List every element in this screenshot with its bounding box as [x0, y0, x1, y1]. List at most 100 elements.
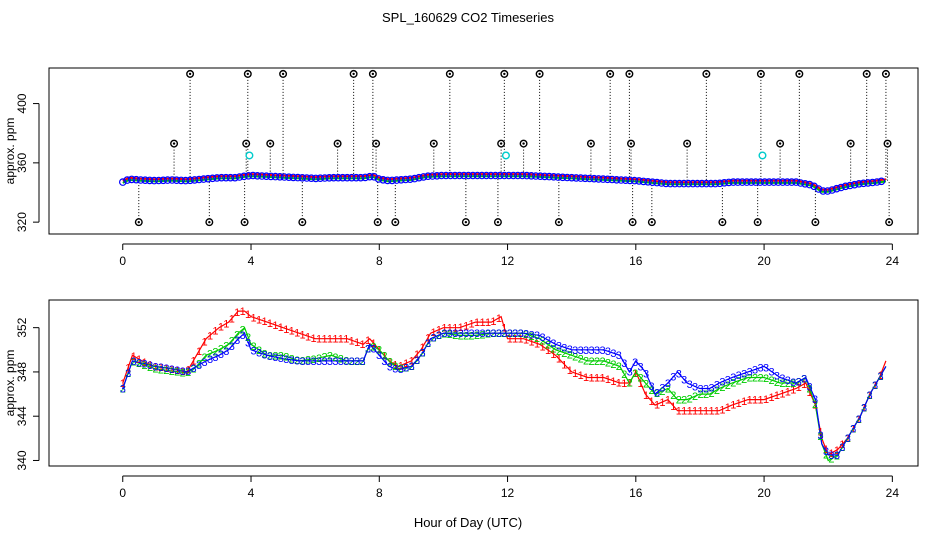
data-point: [451, 171, 459, 180]
series-marker-1: 1: [758, 395, 764, 407]
series-marker-3: 3: [158, 362, 164, 374]
series-marker-3: 3: [272, 352, 278, 364]
data-point: [136, 176, 145, 184]
series-marker-2: 2: [839, 442, 845, 454]
series-marker-3: 3: [545, 335, 551, 347]
series-marker-3: 3: [251, 346, 257, 358]
series-marker-2: 2: [136, 358, 142, 370]
series-marker-1: 1: [779, 388, 785, 400]
series-marker-1: 1: [850, 423, 856, 435]
series-marker-2: 2: [665, 384, 671, 396]
series-marker-1: 1: [512, 334, 518, 346]
series-marker-2: 2: [539, 336, 545, 348]
series-marker-2: 2: [796, 377, 802, 389]
series-marker-2: 2: [196, 358, 202, 370]
chart-title: SPL_160629 CO2 Timeseries: [382, 10, 554, 25]
series-marker-1: 1: [251, 313, 257, 325]
data-point: [639, 177, 648, 186]
series-marker-3: 3: [163, 363, 169, 375]
series-marker-1: 1: [420, 342, 426, 354]
outlier-point-center: [374, 142, 378, 145]
data-point: [733, 178, 742, 186]
series-marker-2: 2: [409, 361, 415, 373]
series-marker-3: 3: [349, 356, 355, 368]
data-point: [689, 179, 697, 188]
data-point: [181, 176, 190, 185]
series-marker-3: 3: [768, 367, 774, 379]
data-point: [433, 172, 441, 180]
series-marker-3: 3: [507, 328, 513, 340]
series-marker-1: 1: [349, 335, 355, 347]
x-tick-label: 16: [629, 486, 643, 500]
series-marker-2: 2: [714, 385, 720, 397]
series-marker-1: 1: [430, 327, 436, 339]
series-marker-3: 3: [708, 382, 714, 394]
data-point: [473, 171, 482, 180]
series-marker-2: 2: [403, 362, 409, 374]
outlier-point-center: [352, 72, 355, 76]
series-marker-1: 1: [725, 402, 731, 414]
series-marker-3: 3: [136, 357, 142, 369]
data-point: [554, 173, 563, 181]
series-marker-1: 1: [752, 395, 758, 407]
outlier-point-center: [886, 142, 889, 145]
outlier-point-center: [650, 220, 654, 224]
data-point: [496, 171, 504, 180]
series-marker-1: 1: [681, 406, 687, 418]
data-point: [536, 172, 545, 181]
series-marker-3: 3: [174, 365, 180, 377]
series-marker-2: 2: [850, 423, 856, 435]
outlier-point-center: [629, 142, 633, 145]
series-marker-1: 1: [398, 360, 404, 372]
outlier-point-center: [557, 220, 561, 224]
outlier-point-center: [865, 72, 868, 76]
series-marker-2: 2: [125, 368, 131, 380]
series-marker-2: 2: [556, 346, 562, 358]
series-marker-2: 2: [152, 364, 158, 376]
series-marker-3: 3: [681, 375, 687, 387]
data-point: [276, 173, 284, 181]
data-point: [374, 175, 383, 183]
series-marker-3: 3: [539, 332, 545, 344]
outlier-point-center: [243, 220, 246, 224]
series-marker-1: 1: [316, 334, 322, 346]
data-point: [311, 174, 320, 183]
series-marker-2: 2: [763, 373, 769, 385]
outlier-point-center: [336, 142, 339, 145]
series-marker-3: 3: [828, 450, 834, 462]
data-point: [801, 180, 809, 188]
data-point: [235, 173, 244, 181]
series-marker-3: 3: [790, 377, 796, 389]
outlier-point-center: [705, 72, 708, 76]
data-point: [805, 180, 814, 189]
data-point: [617, 176, 625, 184]
series-marker-3: 3: [201, 357, 207, 369]
series-marker-3: 3: [142, 359, 148, 371]
x-tick-label: 4: [248, 254, 255, 268]
series-marker-3: 3: [310, 356, 316, 368]
series-marker-2: 2: [289, 353, 295, 365]
series-marker-2: 2: [616, 361, 622, 373]
series-marker-1: 1: [790, 385, 796, 397]
data-point: [253, 172, 262, 180]
series-marker-3: 3: [120, 384, 126, 396]
y-tick-label: 344: [15, 406, 29, 426]
data-point: [868, 178, 877, 187]
data-point: [123, 176, 132, 184]
data-point: [410, 174, 419, 183]
y-axis-label: approx. ppm: [3, 118, 17, 185]
data-point: [379, 176, 387, 184]
data-point: [796, 179, 805, 187]
data-point: [765, 178, 774, 186]
data-point: [406, 175, 414, 184]
series-marker-1: 1: [125, 362, 131, 374]
series-marker-2: 2: [376, 345, 382, 357]
data-point: [186, 176, 194, 185]
data-point: [873, 178, 881, 186]
series-marker-2: 2: [142, 360, 148, 372]
series-marker-3: 3: [632, 357, 638, 369]
data-point: [302, 174, 311, 182]
series-marker-3: 3: [403, 363, 409, 375]
series-marker-2: 2: [283, 351, 289, 363]
series-marker-1: 1: [447, 323, 453, 335]
